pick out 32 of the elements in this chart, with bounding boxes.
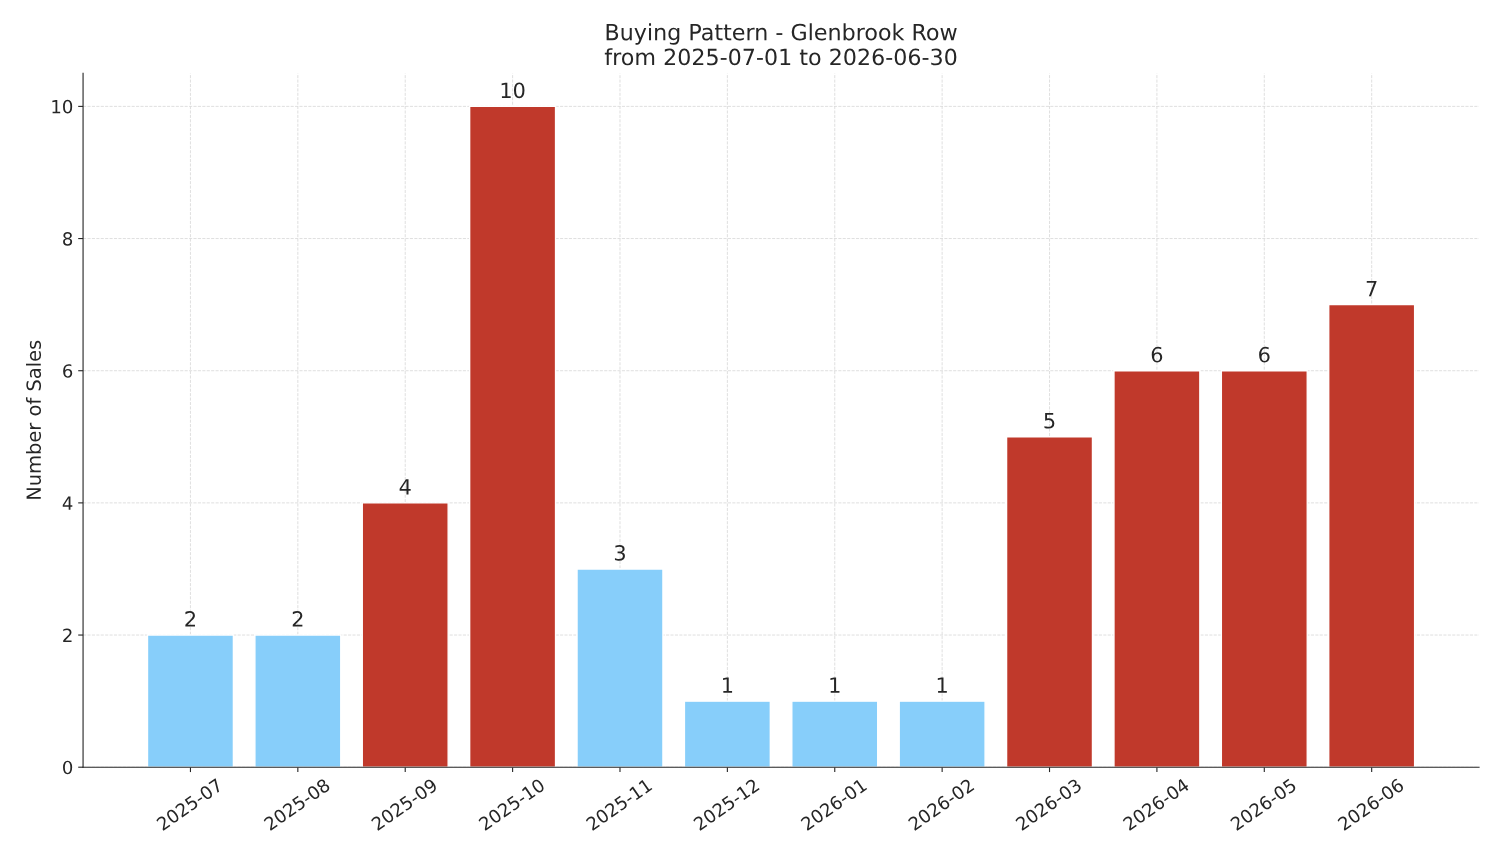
data-label: 3	[614, 545, 625, 561]
bar	[1328, 303, 1416, 768]
data-label: 1	[937, 677, 947, 693]
y-tick-label: 0	[63, 760, 73, 775]
chart-title: Buying Pattern - Glenbrook Row from 2025-07-01 to 2026-06-30	[604, 23, 957, 66]
bar	[1005, 436, 1094, 768]
data-label: 7	[1366, 280, 1377, 297]
data-label: 1	[723, 677, 733, 693]
bar	[683, 700, 772, 768]
bar	[1113, 370, 1201, 768]
data-label: 4	[399, 479, 411, 495]
y-tick-label: 6	[63, 364, 73, 378]
bar	[1220, 370, 1308, 768]
data-label: 2	[185, 611, 195, 627]
bar	[576, 568, 664, 768]
y-tick-label: 8	[63, 232, 73, 246]
bar	[361, 502, 449, 768]
y-tick-label: 2	[63, 628, 72, 642]
data-label: 10	[501, 82, 525, 99]
y-tick-label: 4	[62, 496, 73, 510]
data-label: 6	[1259, 346, 1270, 363]
bar	[146, 634, 235, 768]
bar	[468, 105, 557, 768]
data-label: 2	[292, 611, 303, 627]
bar	[791, 700, 879, 768]
bar	[254, 634, 342, 768]
data-label: 5	[1044, 413, 1055, 429]
data-label: 6	[1151, 346, 1163, 363]
bar	[898, 700, 986, 768]
y-tick-label: 10	[52, 99, 73, 114]
y-axis-title: Number of Sales	[25, 340, 42, 499]
data-label: 1	[830, 677, 840, 693]
